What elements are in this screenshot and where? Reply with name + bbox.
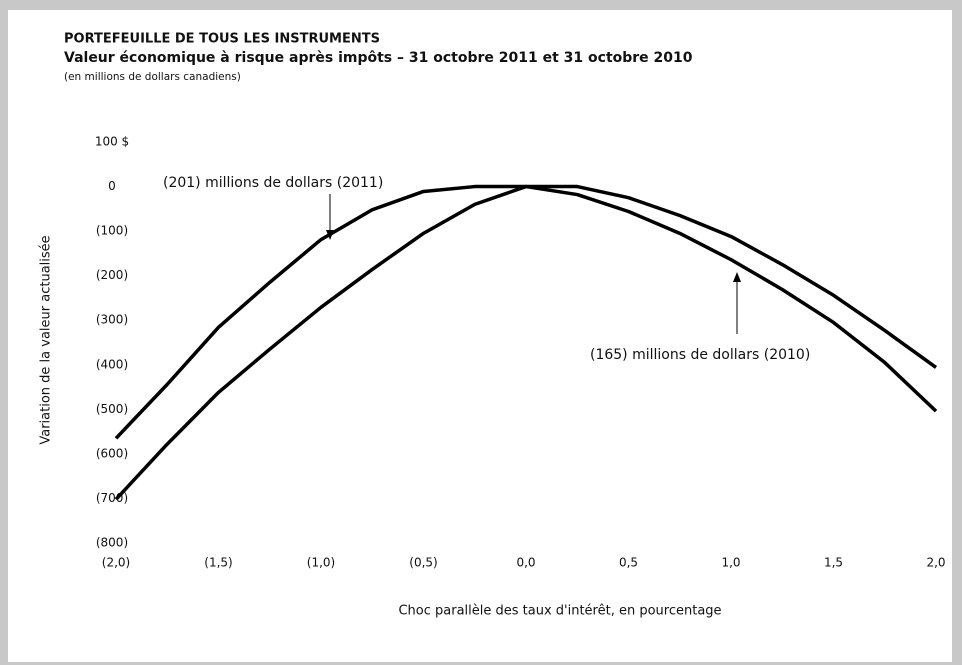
x-tick-label: (1,0) <box>307 556 335 570</box>
y-tick-label: 0 <box>108 179 116 193</box>
chart-title: PORTEFEUILLE DE TOUS LES INSTRUMENTS <box>64 32 380 47</box>
y-tick-label: (200) <box>96 268 128 282</box>
y-tick-label: (300) <box>96 313 128 327</box>
series-line <box>114 184 938 501</box>
x-tick-label: (2,0) <box>102 556 130 570</box>
x-tick-label: 2,0 <box>926 556 945 570</box>
arrow-head <box>733 272 741 282</box>
y-tick-label: (500) <box>96 402 128 416</box>
y-tick-label: (100) <box>96 224 128 238</box>
chart-note: (en millions de dollars canadiens) <box>64 71 241 83</box>
annotation: (165) millions de dollars (2010) <box>590 347 810 363</box>
annotation: (201) millions de dollars (2011) <box>163 175 383 191</box>
panel <box>8 10 952 662</box>
y-tick-label: (800) <box>96 536 128 550</box>
x-tick-label: 0,0 <box>516 556 535 570</box>
y-tick-label: (600) <box>96 446 128 460</box>
x-tick-label: (1,5) <box>204 556 232 570</box>
x-tick-label: 1,0 <box>721 556 740 570</box>
y-axis-label: Variation de la valeur actualisée <box>39 235 54 444</box>
x-tick-label: (0,5) <box>409 556 437 570</box>
x-tick-label: 0,5 <box>619 556 638 570</box>
chart-subtitle: Valeur économique à risque après impôts … <box>64 50 693 66</box>
x-axis-label: Choc parallèle des taux d'intérêt, en po… <box>398 604 721 619</box>
y-tick-label: (400) <box>96 357 128 371</box>
x-tick-label: 1,5 <box>824 556 843 570</box>
y-tick-label: 100 $ <box>95 135 129 149</box>
